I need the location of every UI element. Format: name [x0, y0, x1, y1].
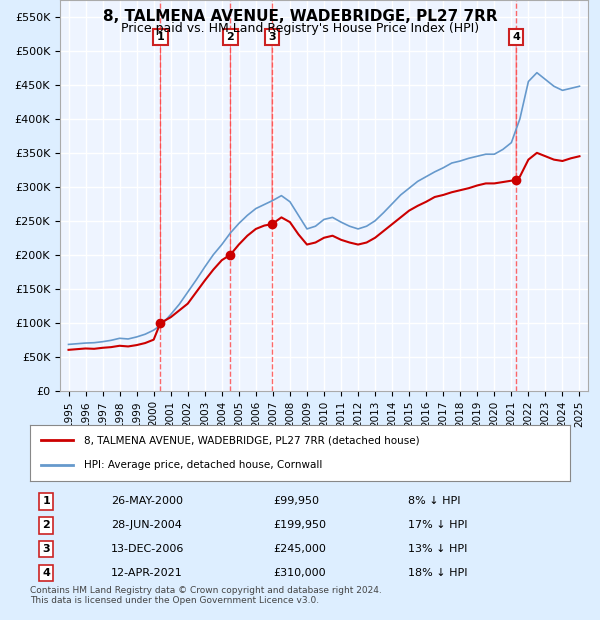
Text: 1: 1	[157, 32, 164, 42]
Text: 18% ↓ HPI: 18% ↓ HPI	[408, 568, 467, 578]
Text: 8% ↓ HPI: 8% ↓ HPI	[408, 497, 461, 507]
Text: 13% ↓ HPI: 13% ↓ HPI	[408, 544, 467, 554]
Text: HPI: Average price, detached house, Cornwall: HPI: Average price, detached house, Corn…	[84, 460, 322, 470]
Text: 2: 2	[43, 520, 50, 530]
Text: £310,000: £310,000	[273, 568, 326, 578]
Text: 3: 3	[43, 544, 50, 554]
Text: 2: 2	[226, 32, 234, 42]
Text: 26-MAY-2000: 26-MAY-2000	[111, 497, 183, 507]
Text: 4: 4	[512, 32, 520, 42]
Text: 12-APR-2021: 12-APR-2021	[111, 568, 183, 578]
Text: 8, TALMENA AVENUE, WADEBRIDGE, PL27 7RR: 8, TALMENA AVENUE, WADEBRIDGE, PL27 7RR	[103, 9, 497, 24]
Text: Contains HM Land Registry data © Crown copyright and database right 2024.
This d: Contains HM Land Registry data © Crown c…	[30, 586, 382, 605]
Text: £99,950: £99,950	[273, 497, 319, 507]
Text: 28-JUN-2004: 28-JUN-2004	[111, 520, 182, 530]
Text: 3: 3	[268, 32, 276, 42]
Text: £245,000: £245,000	[273, 544, 326, 554]
Text: 1: 1	[43, 497, 50, 507]
Text: 4: 4	[42, 568, 50, 578]
Text: £199,950: £199,950	[273, 520, 326, 530]
Text: 13-DEC-2006: 13-DEC-2006	[111, 544, 184, 554]
Text: 17% ↓ HPI: 17% ↓ HPI	[408, 520, 467, 530]
Text: 8, TALMENA AVENUE, WADEBRIDGE, PL27 7RR (detached house): 8, TALMENA AVENUE, WADEBRIDGE, PL27 7RR …	[84, 435, 419, 445]
Text: Price paid vs. HM Land Registry's House Price Index (HPI): Price paid vs. HM Land Registry's House …	[121, 22, 479, 35]
